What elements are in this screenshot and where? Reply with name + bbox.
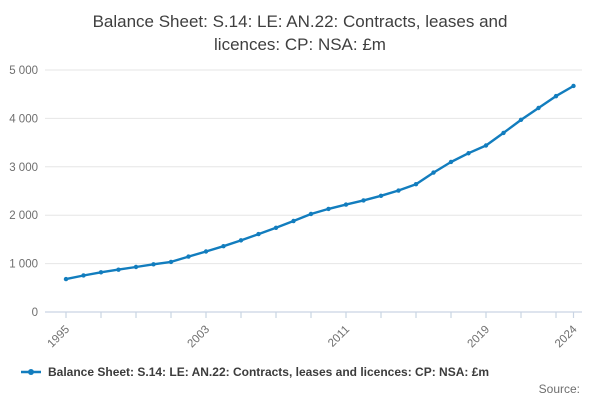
data-point [326, 206, 331, 212]
data-point [186, 254, 191, 259]
y-axis-label: 2 000 [9, 210, 38, 222]
data-point [466, 151, 471, 156]
chart-title-line1: Balance Sheet: S.14: LE: AN.22: Contract… [92, 12, 508, 31]
x-axis-label: 1995 [46, 324, 73, 351]
y-axis-label: 4 000 [9, 113, 38, 125]
legend-line-dot-icon [21, 369, 41, 375]
y-axis-label: 3 000 [9, 162, 38, 174]
chart-title-line2: licences: CP: NSA: £m [214, 35, 386, 54]
data-point [256, 231, 261, 237]
data-point [448, 159, 454, 165]
legend-item[interactable]: Balance Sheet: S.14: LE: AN.22: Contract… [20, 365, 586, 379]
data-point [378, 193, 384, 199]
data-point [396, 188, 401, 193]
data-point [238, 238, 244, 243]
data-point [553, 93, 559, 99]
x-axis-label: 2019 [466, 324, 493, 351]
x-axis-label: 2003 [186, 324, 213, 351]
data-point [151, 262, 156, 267]
data-point [501, 130, 506, 136]
data-point [308, 211, 314, 217]
y-axis-label: 0 [32, 307, 38, 319]
data-point [133, 264, 139, 270]
data-point [203, 249, 209, 254]
series-line [64, 84, 575, 281]
y-axis-label: 1 000 [9, 259, 38, 271]
chart-title: Balance Sheet: S.14: LE: AN.22: Contract… [0, 10, 600, 56]
legend-label: Balance Sheet: S.14: LE: AN.22: Contract… [48, 365, 490, 379]
data-point [571, 83, 576, 89]
data-point [431, 170, 436, 175]
data-point [168, 259, 174, 265]
x-axis-label: 2024 [553, 323, 580, 350]
data-point [343, 202, 349, 207]
data-point [63, 276, 69, 282]
data-point [116, 267, 121, 272]
data-point [221, 243, 226, 249]
chart-plot-area: 0 1 000 2 000 3 000 4 000 5 000 1995 2003 2011 20… [9, 65, 582, 351]
data-point [291, 218, 296, 224]
data-point [518, 117, 524, 123]
source-label: Source: [538, 382, 580, 396]
data-point [273, 225, 279, 230]
data-point [413, 182, 419, 187]
data-point [81, 273, 86, 278]
x-axis-label: 2011 [326, 324, 352, 350]
data-point [98, 270, 104, 275]
data-point [536, 105, 541, 111]
data-point [483, 143, 489, 148]
y-axis-label: 5 000 [9, 65, 38, 77]
data-point [361, 198, 366, 203]
